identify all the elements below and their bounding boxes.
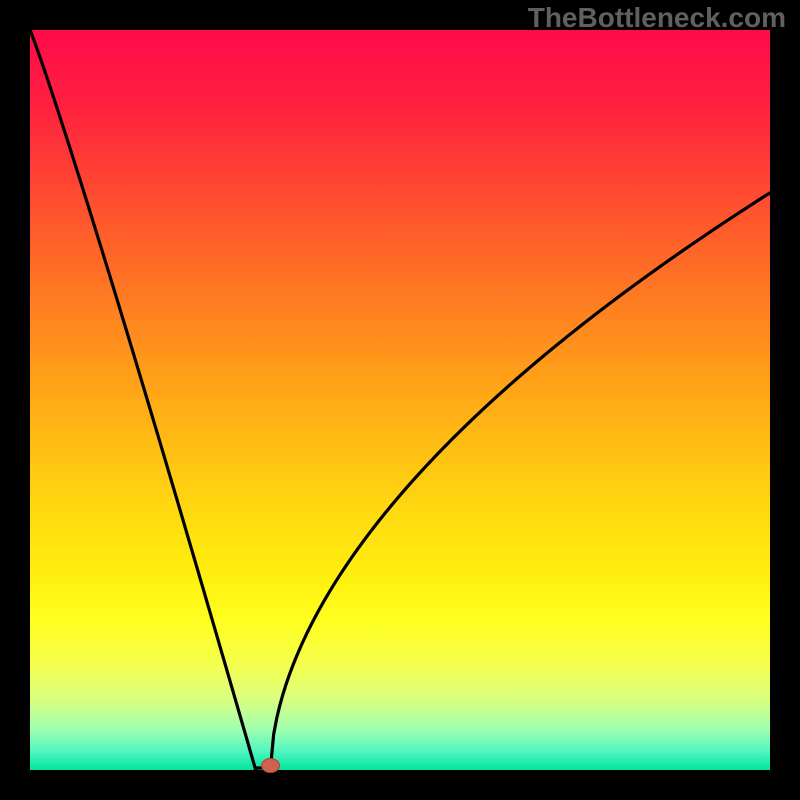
chart-frame: TheBottleneck.com	[0, 0, 800, 800]
optimum-marker	[262, 759, 280, 773]
gradient-background	[30, 30, 770, 770]
watermark-text: TheBottleneck.com	[528, 2, 786, 34]
bottleneck-chart	[0, 0, 800, 800]
